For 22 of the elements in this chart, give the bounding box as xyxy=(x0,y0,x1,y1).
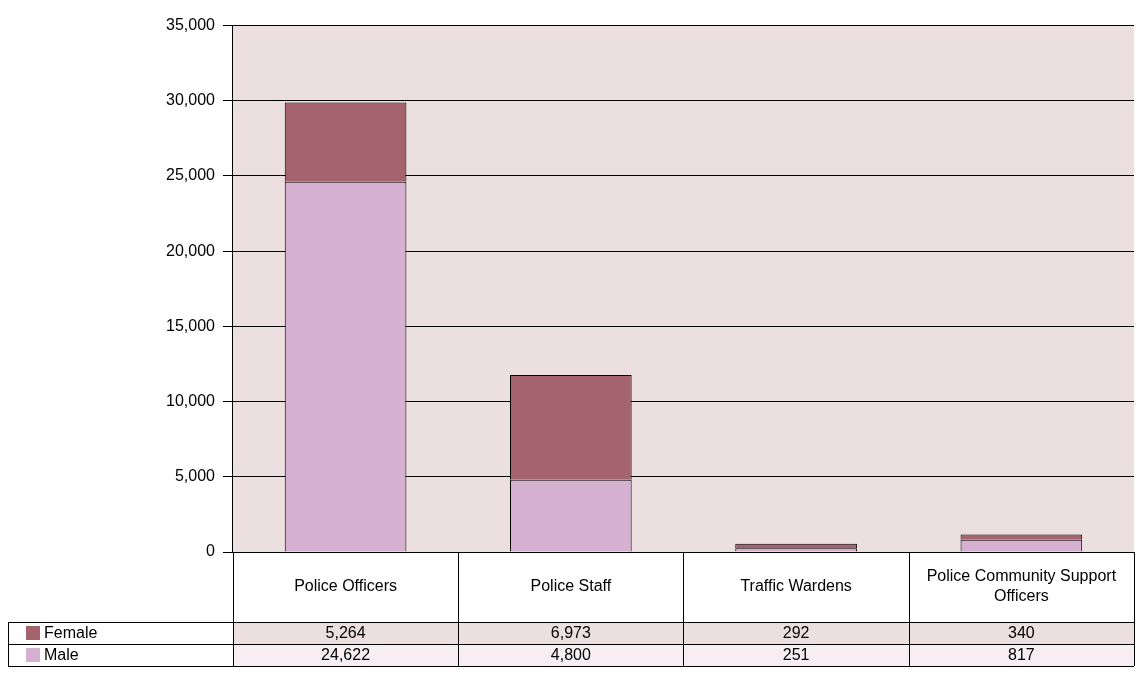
y-tick-label: 30,000 xyxy=(166,91,216,109)
data-label: 251 xyxy=(782,646,810,664)
y-tick-label: 25,000 xyxy=(166,166,216,184)
x-tick-label: Police Community Support Officers xyxy=(926,567,1117,605)
data-label: 817 xyxy=(1008,646,1035,664)
y-tick-label: 35,000 xyxy=(166,16,216,34)
y-tick-label: 15,000 xyxy=(166,316,216,334)
data-label: 4,800 xyxy=(550,646,591,664)
data-label: 292 xyxy=(782,624,810,642)
data-label: 24,622 xyxy=(321,646,371,664)
x-tick-label: Traffic Wardens xyxy=(740,577,852,595)
data-label: 6,973 xyxy=(550,624,591,642)
data-label: 340 xyxy=(1008,624,1035,642)
y-tick-label: 20,000 xyxy=(166,241,216,259)
legend-label: Male xyxy=(44,646,79,664)
y-tick-label: 0 xyxy=(206,542,216,560)
y-tick-label: 5,000 xyxy=(174,467,216,485)
x-tick-label: Police Staff xyxy=(530,577,612,595)
legend-label: Female xyxy=(44,624,98,642)
data-label: 5,264 xyxy=(325,624,366,642)
y-tick-label: 10,000 xyxy=(166,392,216,410)
x-tick-label: Police Officers xyxy=(294,577,397,595)
